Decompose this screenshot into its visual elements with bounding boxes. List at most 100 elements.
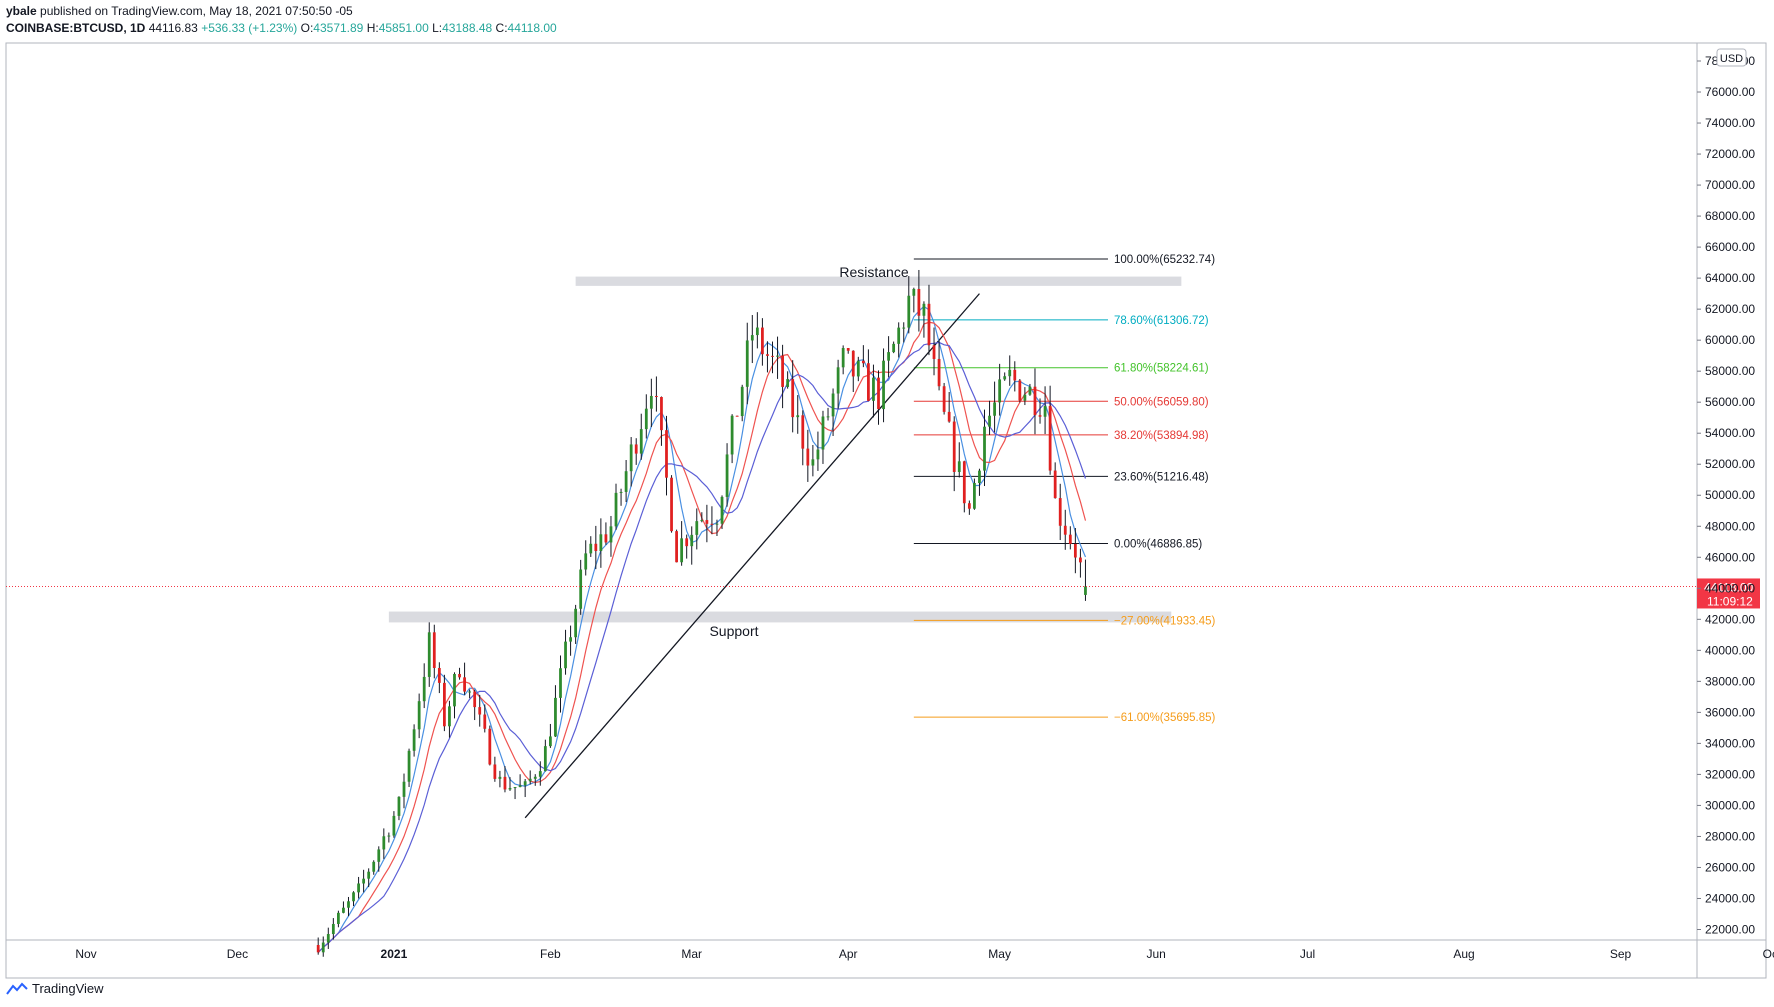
candle-body (856, 360, 860, 377)
candle-body (443, 682, 446, 727)
candle-body (342, 907, 345, 913)
fib-level-label: −27.00%(41933.45) (1114, 615, 1216, 627)
candle-body (352, 892, 355, 902)
candle-body (851, 350, 855, 377)
candle-body (1058, 498, 1062, 526)
candle-body (523, 781, 527, 786)
candle-body (917, 288, 921, 316)
candle-body (801, 415, 805, 449)
candle-body (720, 496, 724, 524)
candle-body (680, 538, 684, 563)
candle-body (569, 637, 572, 642)
candle-body (700, 520, 704, 522)
candle-body (1033, 386, 1037, 416)
zone-label-resistance: Resistance (839, 264, 908, 280)
candle-body (1023, 394, 1027, 401)
y-tick-label: 60000.00 (1705, 333, 1755, 347)
y-tick-label: 34000.00 (1705, 736, 1755, 750)
candle-body (892, 343, 896, 353)
x-tick-label: Jul (1300, 947, 1315, 961)
candle-body (912, 288, 916, 296)
y-tick-label: 58000.00 (1705, 364, 1755, 378)
candle-body (902, 327, 906, 329)
candle-body (357, 883, 360, 893)
candle-body (624, 471, 628, 492)
candle-body (478, 707, 482, 715)
candle-body (660, 397, 663, 431)
candle-body (448, 706, 451, 727)
close-label: C: (495, 21, 508, 35)
candle-body (967, 503, 971, 509)
candle-body (417, 701, 421, 730)
y-tick-label: 30000.00 (1705, 798, 1755, 812)
open-value: 43571.89 (313, 21, 364, 35)
y-tick-label: 52000.00 (1705, 457, 1755, 471)
y-tick-label: 46000.00 (1705, 550, 1755, 564)
candle-body (432, 632, 436, 668)
publish-text: published on TradingView.com, May 18, 20… (40, 4, 353, 18)
candle-body (397, 796, 401, 816)
candle-body (841, 348, 845, 368)
candle-body (493, 764, 497, 779)
y-tick-label: 66000.00 (1705, 240, 1755, 254)
candle-body (761, 327, 764, 355)
candle-body (973, 482, 976, 509)
candle-body (347, 901, 350, 908)
candles-layer (316, 269, 1087, 957)
candle-body (998, 379, 1002, 403)
candle-body (1048, 406, 1052, 471)
candle-body (1084, 586, 1087, 595)
candle-body (670, 477, 673, 532)
fib-level-label: 0.00%(46886.85) (1114, 539, 1202, 551)
candle-body (367, 871, 371, 879)
fib-level-label: 61.80%(58224.61) (1114, 363, 1209, 375)
candle-body (503, 776, 507, 790)
candle-body (897, 327, 901, 344)
candle-body (942, 386, 946, 412)
chart-frame (5, 42, 1767, 979)
currency-badge[interactable]: USD (1716, 48, 1747, 67)
publisher-name: ybale (6, 4, 37, 18)
candle-body (937, 358, 941, 387)
candle-body (766, 354, 769, 356)
candle-body (887, 352, 890, 361)
y-tick-label: 70000.00 (1705, 178, 1755, 192)
candle-body (826, 416, 830, 418)
candle-body (1079, 557, 1082, 563)
candle-body (1038, 415, 1042, 417)
candle-body (1028, 386, 1032, 395)
fib-level-label: 78.60%(61306.72) (1114, 315, 1209, 327)
candle-body (786, 379, 790, 387)
candle-body (811, 459, 815, 466)
y-tick-label: 54000.00 (1705, 426, 1755, 440)
candle-body (331, 923, 335, 935)
candle-body (947, 411, 951, 422)
candle-body (634, 444, 638, 454)
tradingview-logo-icon (6, 982, 28, 995)
candle-body (927, 303, 931, 346)
candle-body (730, 415, 734, 455)
close-value: 44118.00 (507, 21, 557, 35)
candle-body (518, 785, 522, 788)
x-tick-label: Apr (839, 947, 858, 961)
zone-resistance (575, 276, 1182, 286)
candle-body (715, 523, 719, 525)
footer-brand[interactable]: TradingView (6, 981, 104, 996)
candle-body (1008, 369, 1012, 377)
candle-body (831, 393, 835, 417)
y-tick-label: 76000.00 (1705, 85, 1755, 99)
candle-body (412, 729, 416, 751)
candle-body (922, 303, 926, 316)
y-tick-label: 62000.00 (1705, 302, 1755, 316)
candle-body (599, 534, 603, 552)
candle-body (877, 377, 880, 410)
candle-body (952, 421, 956, 472)
ma-slow-line (317, 341, 1087, 953)
candle-body (755, 327, 759, 336)
price-tag-countdown: 11:09:12 (1707, 594, 1753, 608)
candle-body (362, 878, 366, 884)
candle-body (407, 750, 411, 782)
candle-body (437, 667, 441, 683)
candle-body (988, 415, 991, 427)
